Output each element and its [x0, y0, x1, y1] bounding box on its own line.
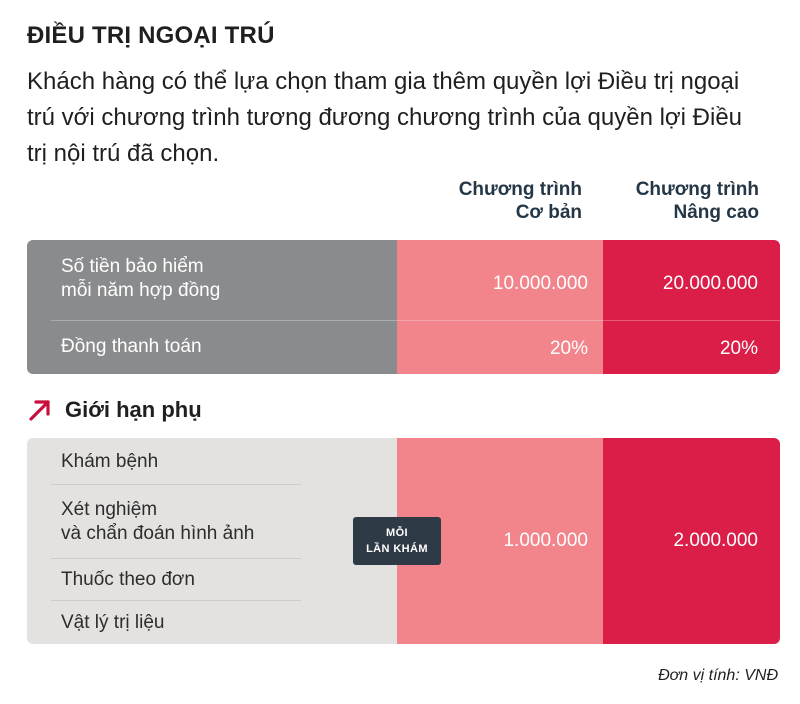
column-header-advanced-line2: Nâng cao: [673, 202, 759, 223]
sub-limits-title: Giới hạn phụ: [65, 397, 202, 422]
sub-limit-advanced: 2.000.000: [673, 530, 758, 551]
row-divider: [51, 320, 780, 321]
unit-footnote: Đơn vị tính: VNĐ: [658, 667, 778, 684]
sub-item-physiotherapy: Vật lý trị liệu: [61, 612, 165, 633]
sub-limits-heading: Giới hạn phụ: [27, 397, 202, 423]
label-column: [27, 240, 397, 374]
intro-text: Khách hàng có thể lựa chọn tham gia thêm…: [27, 68, 743, 167]
sub-limits-table: Khám bệnh Xét nghiệm và chẩn đoán hình ả…: [27, 438, 780, 644]
copayment-label: Đồng thanh toán: [61, 336, 202, 357]
column-header-basic: Chương trình Cơ bản: [459, 178, 582, 224]
sub-item-examination: Khám bệnh: [61, 451, 159, 472]
sum-insured-label: Số tiền bảo hiểm mỗi năm hợp đồng: [61, 256, 221, 301]
column-header-advanced-line1: Chương trình: [635, 179, 759, 200]
column-header-basic-line2: Cơ bản: [515, 202, 582, 223]
per-visit-badge: MỖI LẦN KHÁM: [353, 517, 441, 565]
row-divider: [51, 484, 301, 485]
main-benefits-table: Số tiền bảo hiểm mỗi năm hợp đồng 10.000…: [27, 240, 780, 374]
sub-label-column: [27, 438, 397, 644]
advanced-column: [603, 240, 780, 374]
sub-advanced-column: [603, 438, 780, 644]
column-header-advanced: Chương trình Nâng cao: [636, 178, 759, 224]
row-divider: [51, 558, 301, 559]
column-header-basic-line1: Chương trình: [458, 179, 582, 200]
row-divider: [51, 600, 301, 601]
sub-item-diagnostics: Xét nghiệm và chẩn đoán hình ảnh: [61, 499, 255, 544]
sum-insured-basic: 10.000.000: [492, 273, 588, 294]
copayment-advanced: 20%: [719, 338, 758, 359]
page-title: ĐIỀU TRỊ NGOẠI TRÚ: [27, 22, 275, 49]
sub-limit-basic: 1.000.000: [503, 530, 588, 551]
arrow-up-right-icon: [29, 400, 50, 421]
sub-item-prescription: Thuốc theo đơn: [61, 569, 195, 590]
sum-insured-advanced: 20.000.000: [662, 273, 758, 294]
basic-column: [397, 240, 603, 374]
copayment-basic: 20%: [549, 338, 588, 359]
